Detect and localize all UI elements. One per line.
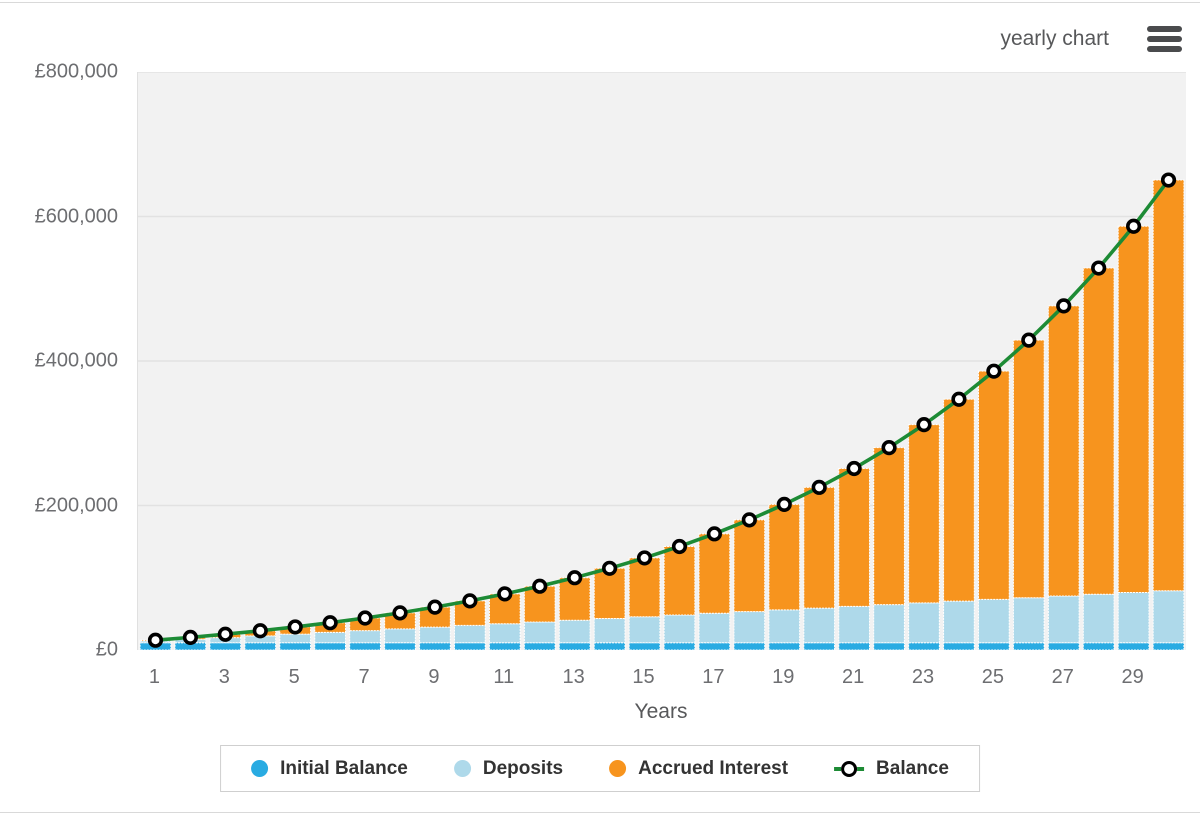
- x-axis-tick-label: 27: [1051, 666, 1074, 688]
- x-axis-tick-label: 3: [218, 666, 230, 688]
- x-axis-tick-label: 7: [358, 666, 370, 688]
- x-axis-tick-label: 9: [428, 666, 440, 688]
- legend-item-initial-balance[interactable]: Initial Balance: [251, 758, 408, 780]
- y-axis-tick-label: £600,000: [34, 205, 118, 227]
- x-axis-tick-label: 23: [911, 666, 935, 688]
- x-axis-tick-label: 17: [702, 666, 725, 688]
- legend-label: Accrued Interest: [638, 757, 789, 779]
- chart-svg: [138, 72, 1186, 650]
- legend-marker-dot: [609, 760, 627, 777]
- x-axis-tick-label: 29: [1121, 666, 1144, 688]
- legend-marker-dot: [251, 760, 269, 777]
- hamburger-bar: [1147, 26, 1182, 32]
- legend-marker-line: [834, 760, 865, 777]
- hamburger-menu-icon[interactable]: [1145, 24, 1184, 54]
- x-axis-title: Years: [634, 700, 688, 723]
- x-axis-tick-label: 21: [842, 666, 865, 688]
- y-axis-tick-label: £200,000: [34, 494, 118, 516]
- bottom-divider: [0, 812, 1200, 813]
- y-axis-tick-label: £0: [95, 638, 118, 661]
- x-axis-tick-label: 13: [562, 666, 585, 688]
- legend-item-deposits[interactable]: Deposits: [453, 757, 564, 780]
- legend-label: Balance: [876, 757, 949, 779]
- initial-balance-bars: [139, 642, 1185, 650]
- chart-period-label: yearly chart: [1000, 27, 1109, 50]
- chart-legend: Initial Balance Deposits Accrued Interest B…: [220, 745, 980, 792]
- x-axis-tick-label: 11: [493, 666, 515, 688]
- x-axis-tick-label: 19: [772, 666, 795, 688]
- chart-header: yearly chart: [1000, 24, 1184, 54]
- legend-label: Initial Balance: [280, 757, 408, 779]
- chart-plot-area: [137, 72, 1186, 650]
- x-axis-tick-label: 15: [632, 666, 655, 688]
- x-axis-tick-label: 5: [288, 666, 300, 688]
- legend-label: Deposits: [482, 757, 564, 779]
- hamburger-bar: [1147, 36, 1182, 42]
- legend-item-accrued-interest[interactable]: Accrued Interest: [609, 758, 788, 780]
- y-axis-tick-label: £800,000: [34, 60, 118, 83]
- legend-item-balance[interactable]: Balance: [834, 758, 949, 780]
- deposits-bars: [139, 590, 1185, 644]
- top-divider: [0, 2, 1200, 3]
- balance-markers: [147, 172, 1177, 648]
- y-axis-tick-label: £400,000: [34, 349, 118, 372]
- hamburger-bar: [1147, 46, 1182, 52]
- x-axis-tick-label: 25: [981, 666, 1004, 688]
- x-axis-tick-label: 1: [148, 666, 161, 688]
- gridlines: [138, 72, 1186, 507]
- legend-marker-dot: [453, 760, 471, 777]
- accrued-interest-bars: [139, 179, 1185, 642]
